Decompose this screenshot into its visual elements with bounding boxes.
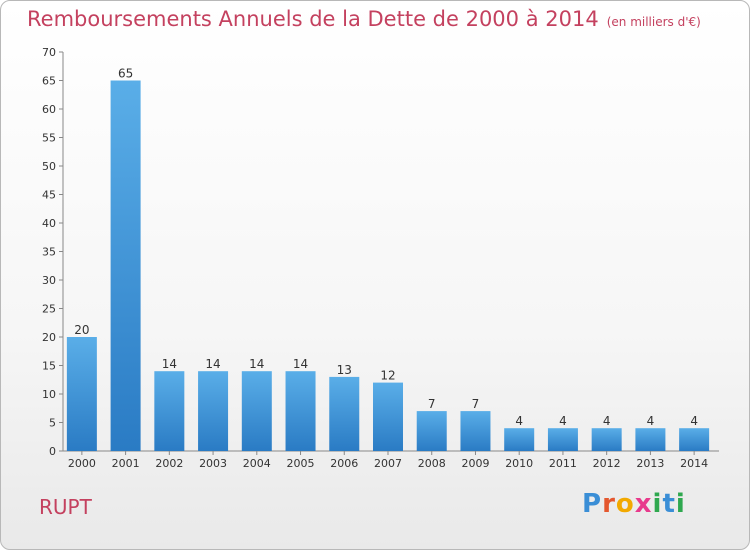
bar xyxy=(460,411,491,451)
x-tick-label: 2011 xyxy=(549,457,577,470)
bar xyxy=(154,371,185,451)
y-tick-label: 0 xyxy=(49,445,56,458)
bar xyxy=(504,428,535,451)
y-tick-label: 30 xyxy=(42,274,56,287)
data-label: 14 xyxy=(249,357,264,371)
bar xyxy=(329,376,360,451)
y-tick-label: 70 xyxy=(42,46,56,59)
x-tick-label: 2003 xyxy=(199,457,227,470)
x-tick-label: 2000 xyxy=(68,457,96,470)
y-tick-label: 10 xyxy=(42,388,56,401)
data-label: 12 xyxy=(380,369,395,383)
logo-letter: x xyxy=(634,489,653,519)
bar xyxy=(285,371,316,451)
logo-letter: i xyxy=(675,489,686,519)
x-tick-label: 2001 xyxy=(112,457,140,470)
data-label: 14 xyxy=(293,357,308,371)
x-tick-label: 2013 xyxy=(636,457,664,470)
x-tick-label: 2002 xyxy=(155,457,183,470)
y-tick-label: 25 xyxy=(42,303,56,316)
y-tick-label: 5 xyxy=(49,417,56,430)
y-tick-label: 45 xyxy=(42,189,56,202)
data-label: 4 xyxy=(690,414,698,428)
bar xyxy=(110,80,141,451)
chart-title-text: Remboursements Annuels de la Dette de 20… xyxy=(27,7,599,31)
bar xyxy=(547,428,578,451)
data-label: 13 xyxy=(337,363,352,377)
x-tick-label: 2007 xyxy=(374,457,402,470)
proxiti-logo[interactable]: Proxiti xyxy=(582,489,686,519)
data-label: 4 xyxy=(647,414,655,428)
y-tick-label: 35 xyxy=(42,246,56,259)
logo-letter: o xyxy=(615,489,635,519)
logo-letter: i xyxy=(652,489,663,519)
data-label: 65 xyxy=(118,67,133,81)
y-tick-label: 50 xyxy=(42,160,56,173)
x-tick-label: 2005 xyxy=(287,457,315,470)
y-tick-label: 20 xyxy=(42,331,56,344)
x-tick-label: 2009 xyxy=(461,457,489,470)
bar xyxy=(679,428,710,451)
y-tick-label: 15 xyxy=(42,360,56,373)
logo-letter: t xyxy=(662,489,676,519)
data-label: 4 xyxy=(515,414,523,428)
logo-letter: r xyxy=(602,489,616,519)
y-tick-label: 40 xyxy=(42,217,56,230)
bar xyxy=(416,411,447,451)
x-tick-label: 2014 xyxy=(680,457,708,470)
x-tick-label: 2004 xyxy=(243,457,271,470)
y-tick-label: 55 xyxy=(42,132,56,145)
x-tick-label: 2008 xyxy=(418,457,446,470)
data-label: 4 xyxy=(603,414,611,428)
bar xyxy=(591,428,622,451)
data-label: 7 xyxy=(428,397,436,411)
data-label: 20 xyxy=(74,323,89,337)
bar xyxy=(66,337,97,451)
bar xyxy=(241,371,272,451)
bar xyxy=(373,382,403,451)
bar xyxy=(198,371,229,451)
bar xyxy=(635,428,666,451)
x-tick-label: 2012 xyxy=(593,457,621,470)
data-label: 7 xyxy=(472,397,480,411)
x-tick-label: 2006 xyxy=(330,457,358,470)
data-label: 4 xyxy=(559,414,567,428)
x-tick-label: 2010 xyxy=(505,457,533,470)
logo-letter: P xyxy=(582,489,603,519)
chart-title: Remboursements Annuels de la Dette de 20… xyxy=(27,7,701,31)
y-tick-label: 60 xyxy=(42,103,56,116)
data-label: 14 xyxy=(205,357,220,371)
y-tick-label: 65 xyxy=(42,75,56,88)
commune-name: RUPT xyxy=(39,495,92,519)
chart-unit: (en milliers d'€) xyxy=(606,15,701,29)
data-label: 14 xyxy=(162,357,177,371)
